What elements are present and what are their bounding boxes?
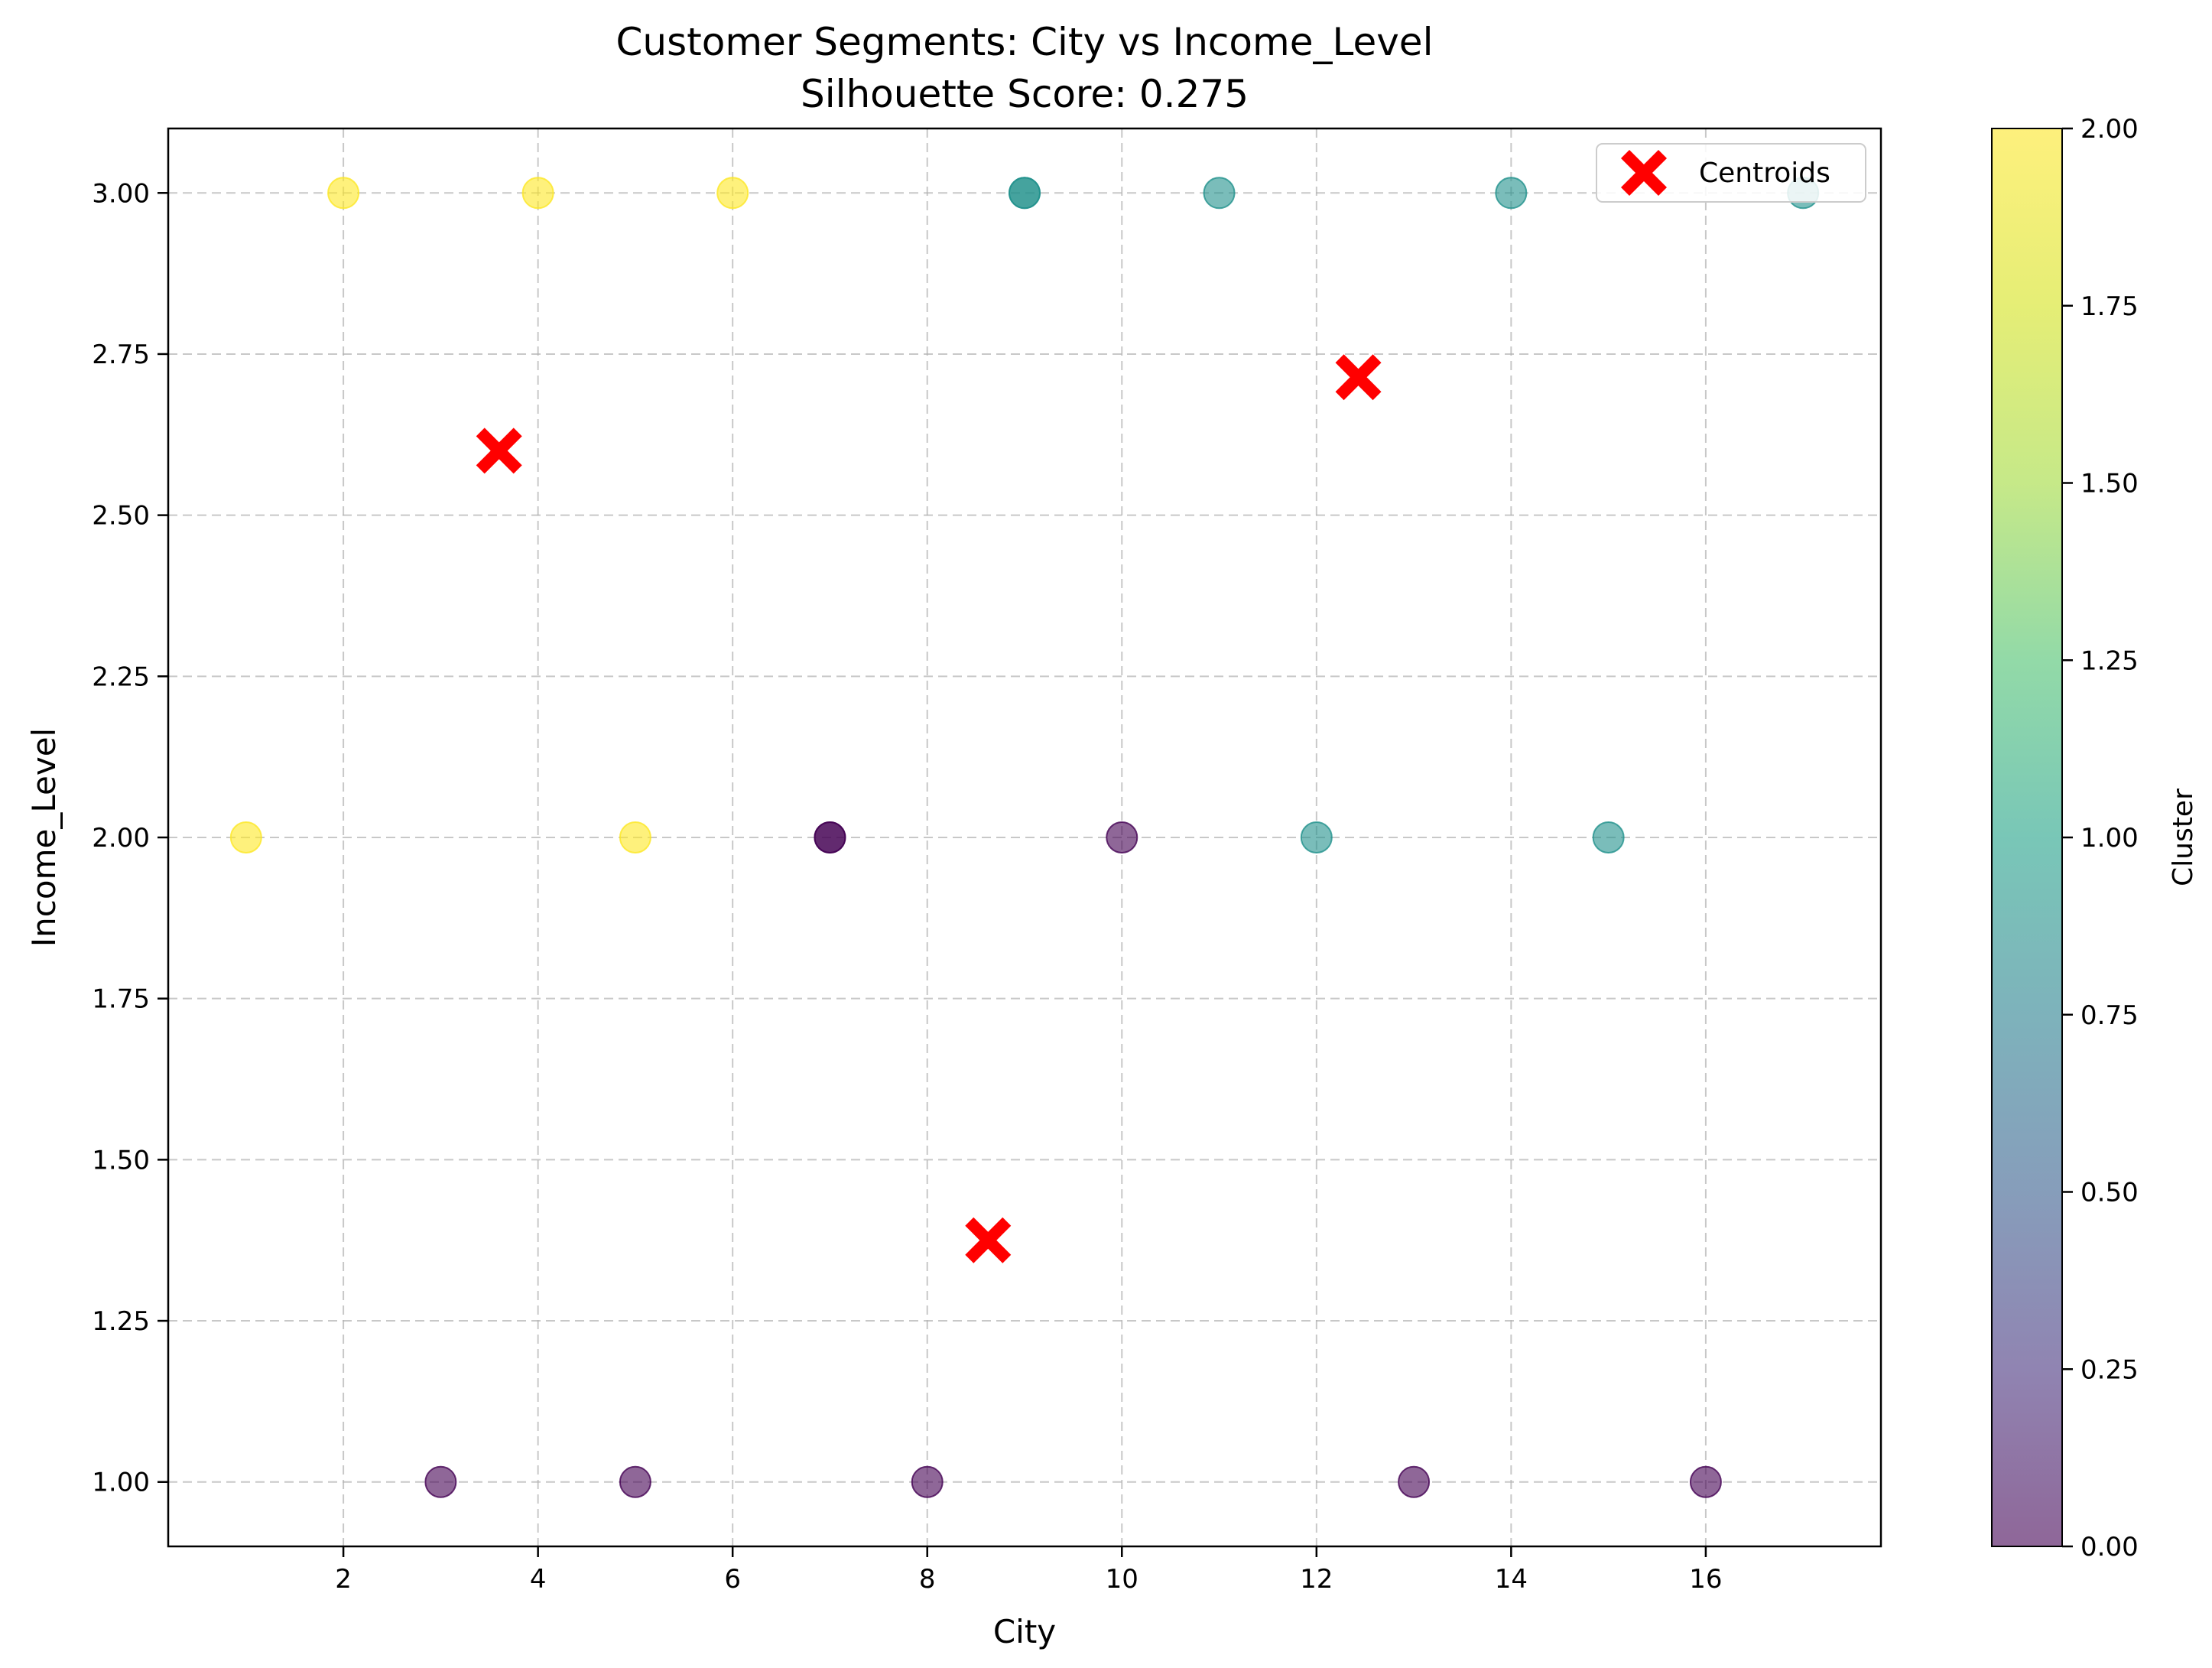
centroid-marker bbox=[965, 1217, 1012, 1263]
colorbar-tick-label: 0.25 bbox=[2080, 1354, 2139, 1385]
y-axis-ticks: 1.00 1.25 1.50 1.75 2.00 2.25 2.50 2.75 3.00 bbox=[92, 178, 168, 1498]
y-tick-label: 1.75 bbox=[92, 984, 150, 1015]
y-tick-label: 2.25 bbox=[92, 662, 150, 692]
colorbar-tick-label: 0.50 bbox=[2080, 1178, 2139, 1208]
scatter-point bbox=[1203, 177, 1236, 210]
colorbar-ticks: 0.00 0.25 0.50 0.75 1.00 1.25 1.50 1.75 2.00 bbox=[2062, 114, 2139, 1562]
chart-title-line-2: Silhouette Score: 0.275 bbox=[801, 72, 1249, 116]
colorbar-tick-label: 1.00 bbox=[2080, 823, 2139, 854]
y-tick-label: 2.00 bbox=[92, 823, 150, 854]
centroid-marker bbox=[1335, 354, 1382, 401]
scatter-point bbox=[716, 177, 749, 210]
colorbar-tick-label: 2.00 bbox=[2080, 114, 2139, 145]
y-tick-label: 2.50 bbox=[92, 501, 150, 532]
x-tick-label: 12 bbox=[1300, 1564, 1333, 1595]
colorbar bbox=[1991, 128, 2063, 1547]
x-tick-label: 2 bbox=[335, 1564, 352, 1595]
scatter-point bbox=[1495, 177, 1528, 210]
x-axis-label: City bbox=[993, 1613, 1056, 1650]
scatter-point bbox=[1592, 821, 1625, 854]
colorbar-tick-label: 0.75 bbox=[2080, 1000, 2139, 1031]
colorbar-tick-label: 1.75 bbox=[2080, 291, 2139, 322]
scatter-points bbox=[229, 177, 1820, 1498]
scatter-point bbox=[814, 821, 846, 854]
y-axis-label: Income_Level bbox=[25, 728, 63, 947]
legend-centroids-label: Centroids bbox=[1699, 158, 1830, 189]
colorbar-tick-label: 1.25 bbox=[2080, 645, 2139, 676]
scatter-point bbox=[619, 821, 651, 854]
colorbar-tick-label: 1.50 bbox=[2080, 469, 2139, 499]
scatter-point bbox=[1689, 1465, 1722, 1498]
scatter-point bbox=[1398, 1465, 1431, 1498]
y-tick-label: 1.25 bbox=[92, 1306, 150, 1337]
x-tick-label: 6 bbox=[724, 1564, 741, 1595]
centroid-markers bbox=[476, 354, 1382, 1263]
y-tick-label: 3.00 bbox=[92, 178, 150, 209]
scatter-point bbox=[424, 1465, 457, 1498]
scatter-point bbox=[229, 821, 262, 854]
x-tick-label: 10 bbox=[1106, 1564, 1138, 1595]
scatter-point bbox=[327, 177, 360, 210]
legend: Centroids bbox=[1596, 143, 1866, 203]
y-tick-label: 1.50 bbox=[92, 1145, 150, 1175]
y-tick-label: 2.75 bbox=[92, 340, 150, 370]
scatter-point bbox=[1009, 177, 1041, 210]
scatter-point bbox=[619, 1465, 651, 1498]
scatter-point bbox=[521, 177, 554, 210]
chart-title-line-1: Customer Segments: City vs Income_Level bbox=[616, 20, 1434, 64]
scatter-point bbox=[1106, 821, 1138, 854]
y-tick-label: 1.00 bbox=[92, 1468, 150, 1498]
scatter-point bbox=[911, 1465, 944, 1498]
colorbar-tick-label: 0.00 bbox=[2080, 1532, 2139, 1562]
x-tick-label: 14 bbox=[1495, 1564, 1528, 1595]
scatter-point bbox=[1300, 821, 1333, 854]
x-tick-label: 16 bbox=[1689, 1564, 1722, 1595]
colorbar-label: Cluster bbox=[2168, 788, 2199, 886]
centroid-marker bbox=[476, 428, 522, 474]
legend-centroid-marker-icon bbox=[1621, 150, 1667, 196]
x-tick-label: 8 bbox=[919, 1564, 936, 1595]
x-tick-label: 4 bbox=[530, 1564, 547, 1595]
x-axis-ticks: 2 4 6 8 10 12 14 16 bbox=[335, 1546, 1723, 1595]
